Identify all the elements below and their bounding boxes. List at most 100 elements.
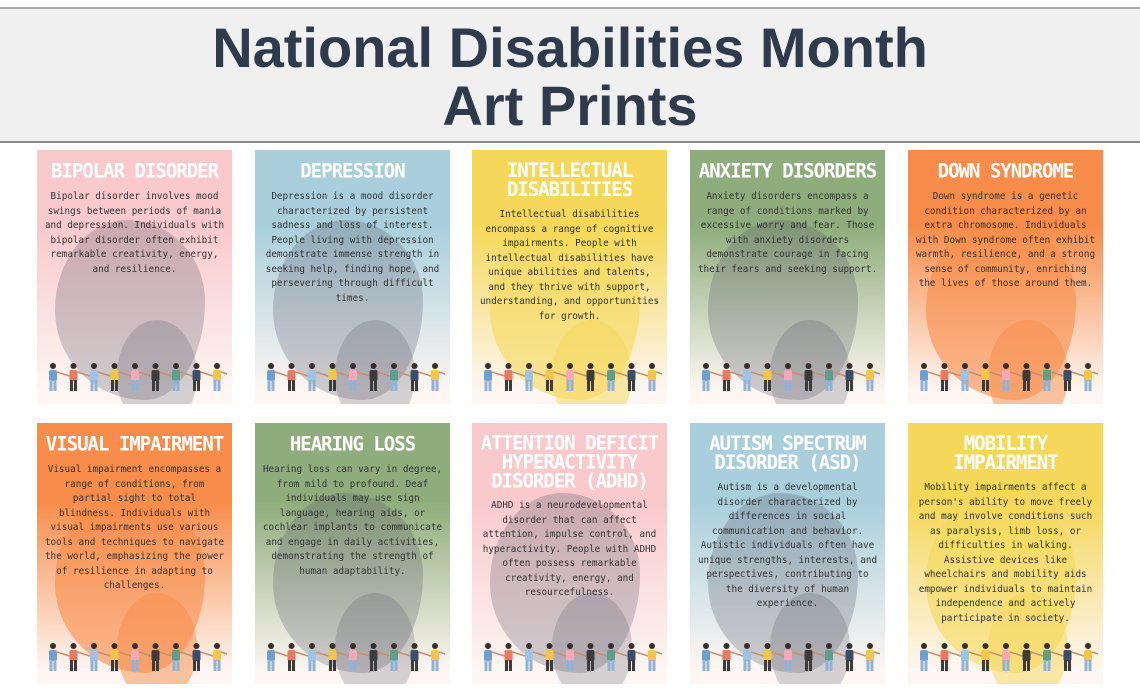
person-figure [722,643,744,671]
person-figure [49,643,70,671]
people-holding-hands-illustration [49,643,227,671]
card-title: Depression [300,159,405,183]
person-figure [192,643,214,671]
person-figure [743,643,764,671]
card-description: Down syndrome is a genetic condition cha… [915,191,1096,289]
art-print-card[interactable]: Hearing Loss Hearing loss can vary in de… [255,423,450,684]
person-figure [504,643,526,671]
person-figure [940,643,962,671]
art-print-card[interactable]: Bipolar Disorder Bipolar disorder involv… [37,150,232,404]
card-title: Hearing Loss [289,432,416,456]
person-figure [607,363,628,391]
person-figure [1043,363,1064,391]
person-figure [431,643,445,671]
decorative-blob [55,220,205,400]
person-figure [648,643,662,671]
card-description: Anxiety disorders encompass a range of c… [697,191,878,275]
people-holding-hands-illustration [920,363,1098,391]
person-figure [648,363,662,391]
art-print-card[interactable]: Autism Spectrum Disorder (ASD) Autism is… [690,423,885,684]
person-figure [504,363,526,391]
person-figure [1022,363,1044,391]
person-figure [586,643,608,671]
person-figure [825,643,846,671]
person-figure [1084,363,1098,391]
person-figure [545,363,567,391]
person-figure [804,363,826,391]
person-figure [267,363,288,391]
art-print-card[interactable]: Attention Deficit Hyperactivity Disorder… [472,423,667,684]
card-title: Mobility Impairment [953,432,1058,475]
art-print-card[interactable]: Mobility Impairment Mobility impairments… [908,423,1103,684]
card-title: Attention Deficit Hyperactivity Disorder… [480,431,659,493]
person-figure [1043,643,1064,671]
person-figure [940,363,962,391]
person-figure [328,643,350,671]
person-figure [90,363,111,391]
person-figure [627,643,649,671]
person-figure [287,363,309,391]
person-figure [369,363,391,391]
person-figure [69,363,91,391]
card-title: Autism Spectrum Disorder (ASD) [709,432,867,475]
person-figure [484,363,505,391]
person-figure [845,363,867,391]
people-holding-hands-illustration [702,643,880,671]
people-holding-hands-illustration [920,643,1098,671]
person-figure [1002,643,1023,671]
person-figure [763,643,785,671]
person-figure [267,643,288,671]
person-figure [431,363,445,391]
decorative-blob [708,493,858,673]
art-print-card[interactable]: Down Syndrome Down syndrome is a genetic… [908,150,1103,404]
people-holding-hands-illustration [702,363,880,391]
person-figure [566,643,587,671]
person-figure [525,643,546,671]
people-holding-hands-illustration [484,363,662,391]
person-figure [607,643,628,671]
card-title: Down Syndrome [937,159,1075,183]
person-figure [308,643,329,671]
person-figure [845,643,867,671]
person-figure [131,643,152,671]
art-print-card[interactable]: Visual Impairment Visual impairment enco… [37,423,232,684]
decorative-blob [708,220,858,400]
person-figure [981,363,1003,391]
person-figure [961,363,982,391]
person-figure [981,643,1003,671]
art-print-card[interactable]: Intellectual Disabilities Intellectual d… [472,150,667,404]
person-figure [784,643,805,671]
card-title: Bipolar Disorder [50,159,219,183]
card-description: Visual impairment encompasses a range of… [44,464,225,591]
title-line-2: Art Prints [442,74,698,137]
person-figure [702,363,723,391]
person-figure [172,363,193,391]
person-figure [369,643,391,671]
page-title: National Disabilities Month Art Prints [0,19,1140,135]
card-description: Bipolar disorder involves mood swings be… [44,191,225,275]
person-figure [1063,363,1085,391]
person-figure [90,643,111,671]
person-figure [825,363,846,391]
person-figure [49,363,70,391]
person-figure [866,363,880,391]
title-line-1: National Disabilities Month [212,16,928,79]
person-figure [213,643,227,671]
person-figure [110,643,132,671]
person-figure [1063,643,1085,671]
decorative-blob [273,220,423,400]
person-figure [110,363,132,391]
card-title: Intellectual Disabilities [506,159,633,202]
person-figure [763,363,785,391]
art-print-card[interactable]: Depression Depression is a mood disorder… [255,150,450,404]
card-description: Intellectual disabilities encompass a ra… [479,209,660,322]
person-figure [192,363,214,391]
card-description: Hearing loss can vary in degree, from mi… [262,464,443,577]
person-figure [151,363,173,391]
art-print-card[interactable]: Anxiety Disorders Anxiety disorders enco… [690,150,885,404]
person-figure [328,363,350,391]
people-holding-hands-illustration [49,363,227,391]
person-figure [545,643,567,671]
page-header: National Disabilities Month Art Prints [0,7,1140,143]
person-figure [308,363,329,391]
